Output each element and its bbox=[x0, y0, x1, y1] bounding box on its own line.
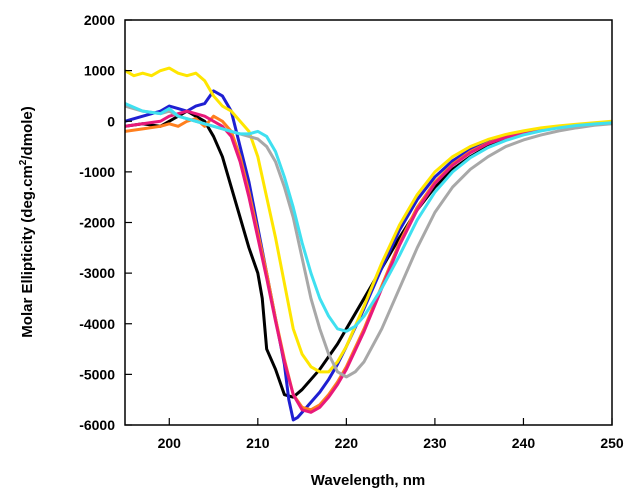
series-line-3 bbox=[125, 114, 612, 412]
y-axis-title-superscript: 2 bbox=[18, 159, 29, 165]
series-line-5 bbox=[125, 66, 612, 374]
x-tick-label-220: 220 bbox=[335, 435, 359, 451]
y-axis-title: Molar Ellipticity (deg.cm2/dmole) bbox=[18, 106, 36, 337]
y-tick-label-2000: 2000 bbox=[84, 12, 115, 28]
x-tick-label-240: 240 bbox=[512, 435, 536, 451]
y-tick-label-1000: 1000 bbox=[84, 63, 115, 79]
x-tick-label-230: 230 bbox=[423, 435, 447, 451]
ticks-layer bbox=[125, 19, 613, 426]
y-axis-title-part2: /dmole) bbox=[19, 106, 36, 159]
y-tick-label--1000: -1000 bbox=[79, 164, 115, 180]
plot-frame bbox=[124, 19, 613, 426]
y-tick-label--3000: -3000 bbox=[79, 265, 115, 281]
y-tick-label--6000: -6000 bbox=[79, 417, 115, 433]
series-line-2 bbox=[125, 89, 612, 422]
x-tick-label-210: 210 bbox=[246, 435, 270, 451]
series-line-4 bbox=[125, 109, 612, 414]
y-tick-label--5000: -5000 bbox=[79, 366, 115, 382]
x-axis-title: Wavelength, nm bbox=[311, 472, 425, 489]
series-line-7 bbox=[125, 102, 612, 333]
x-tick-label-250: 250 bbox=[600, 435, 624, 451]
y-tick-label--4000: -4000 bbox=[79, 316, 115, 332]
x-tick-label-200: 200 bbox=[158, 435, 182, 451]
series-line-6 bbox=[125, 104, 612, 379]
tick-labels-layer: 200 210 220 230 240 250 2000 1000 0 -1000 -2000 -30… bbox=[79, 12, 624, 451]
series-layer bbox=[125, 66, 612, 422]
y-axis-title-part1: Molar Ellipticity (deg.cm bbox=[19, 165, 36, 338]
y-tick-label--2000: -2000 bbox=[79, 215, 115, 231]
y-tick-label-0: 0 bbox=[107, 113, 115, 129]
